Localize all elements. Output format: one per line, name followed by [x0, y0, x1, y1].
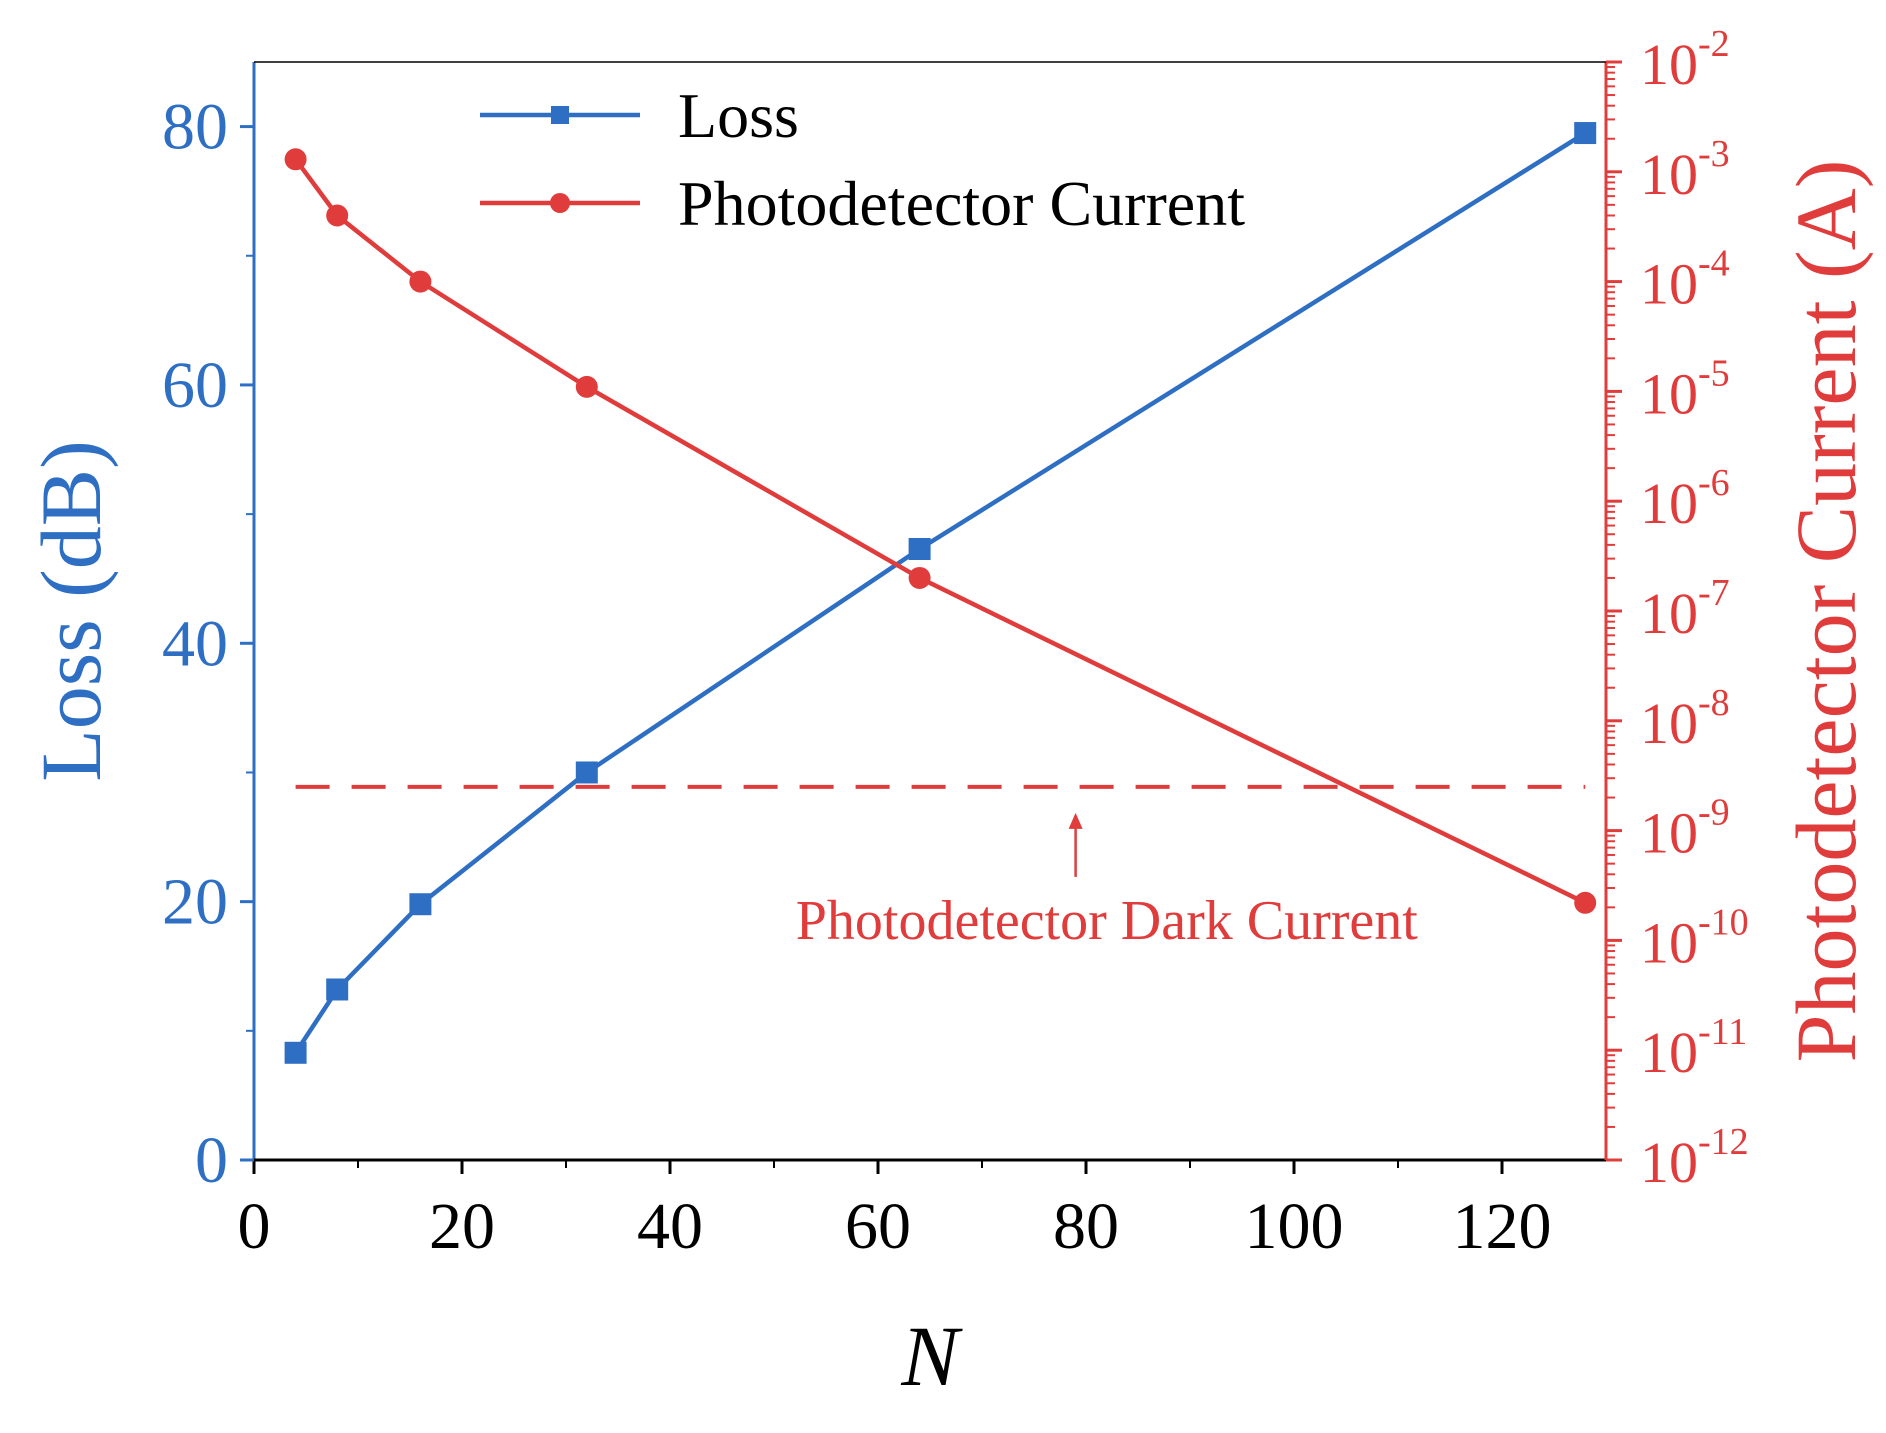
x-tick-label: 40	[637, 1190, 703, 1263]
y-right-tick-label: 10-7	[1640, 572, 1730, 646]
loss-point	[1574, 122, 1597, 145]
y-left-tick-label: 0	[195, 1124, 228, 1197]
y-right-tick-label: 10-6	[1640, 462, 1730, 536]
current-point	[575, 375, 598, 398]
annotation-layer: Photodetector Dark Current	[295, 784, 1586, 952]
loss-point	[908, 537, 931, 560]
y-right-tick-label: 10-4	[1640, 243, 1730, 317]
y-right-tick-label: 10-9	[1640, 792, 1730, 866]
dark-current-label: Photodetector Dark Current	[796, 890, 1418, 952]
x-axis-label: N	[900, 1308, 963, 1404]
current-point	[908, 566, 931, 589]
legend-marker-square	[551, 106, 569, 124]
current-point	[409, 270, 432, 293]
y-right-tick-label: 10-2	[1640, 23, 1730, 97]
annotation-arrow-head	[1068, 812, 1083, 829]
legend-label: Loss	[678, 80, 799, 151]
y-right-tick-label: 10-8	[1640, 682, 1730, 756]
y-right-tick-label: 10-3	[1640, 133, 1730, 207]
y-right-tick-label: 10-11	[1640, 1011, 1747, 1085]
x-tick-label: 80	[1053, 1190, 1119, 1263]
y-right-tick-label: 10-10	[1640, 901, 1749, 975]
axes-layer: 0 20 40 60 80 100 120 0 20 40 60 80 10-12 10-11 10-10 1…	[23, 23, 1874, 1404]
x-tick-label: 60	[845, 1190, 911, 1263]
y-left-tick-label: 40	[162, 607, 228, 680]
y-left-tick-label: 80	[162, 91, 228, 164]
loss-point	[284, 1041, 307, 1064]
loss-point	[575, 761, 598, 784]
x-tick-label: 100	[1245, 1190, 1344, 1263]
legend: Loss Photodetector Current	[480, 80, 1245, 239]
y-left-tick-label: 60	[162, 349, 228, 422]
y-right-axis-label: Photodetector Current (A)	[1778, 160, 1874, 1063]
x-tick-label: 20	[429, 1190, 495, 1263]
y-right-tick-label: 10-5	[1640, 352, 1730, 426]
current-point	[1574, 891, 1597, 914]
legend-label: Photodetector Current	[678, 168, 1245, 239]
legend-marker-circle	[550, 193, 570, 213]
loss-point	[409, 893, 432, 916]
current-point	[326, 204, 349, 227]
y-left-axis-label: Loss (dB)	[23, 440, 119, 782]
y-left-tick-label: 20	[162, 866, 228, 939]
current-point	[284, 148, 307, 171]
x-tick-label: 120	[1453, 1190, 1552, 1263]
x-tick-label: 0	[238, 1190, 271, 1263]
loss-point	[326, 978, 349, 1001]
series-line-photodetector-current	[293, 157, 1587, 905]
series-layer	[284, 122, 1597, 1064]
y-right-tick-label: 10-12	[1640, 1121, 1749, 1195]
